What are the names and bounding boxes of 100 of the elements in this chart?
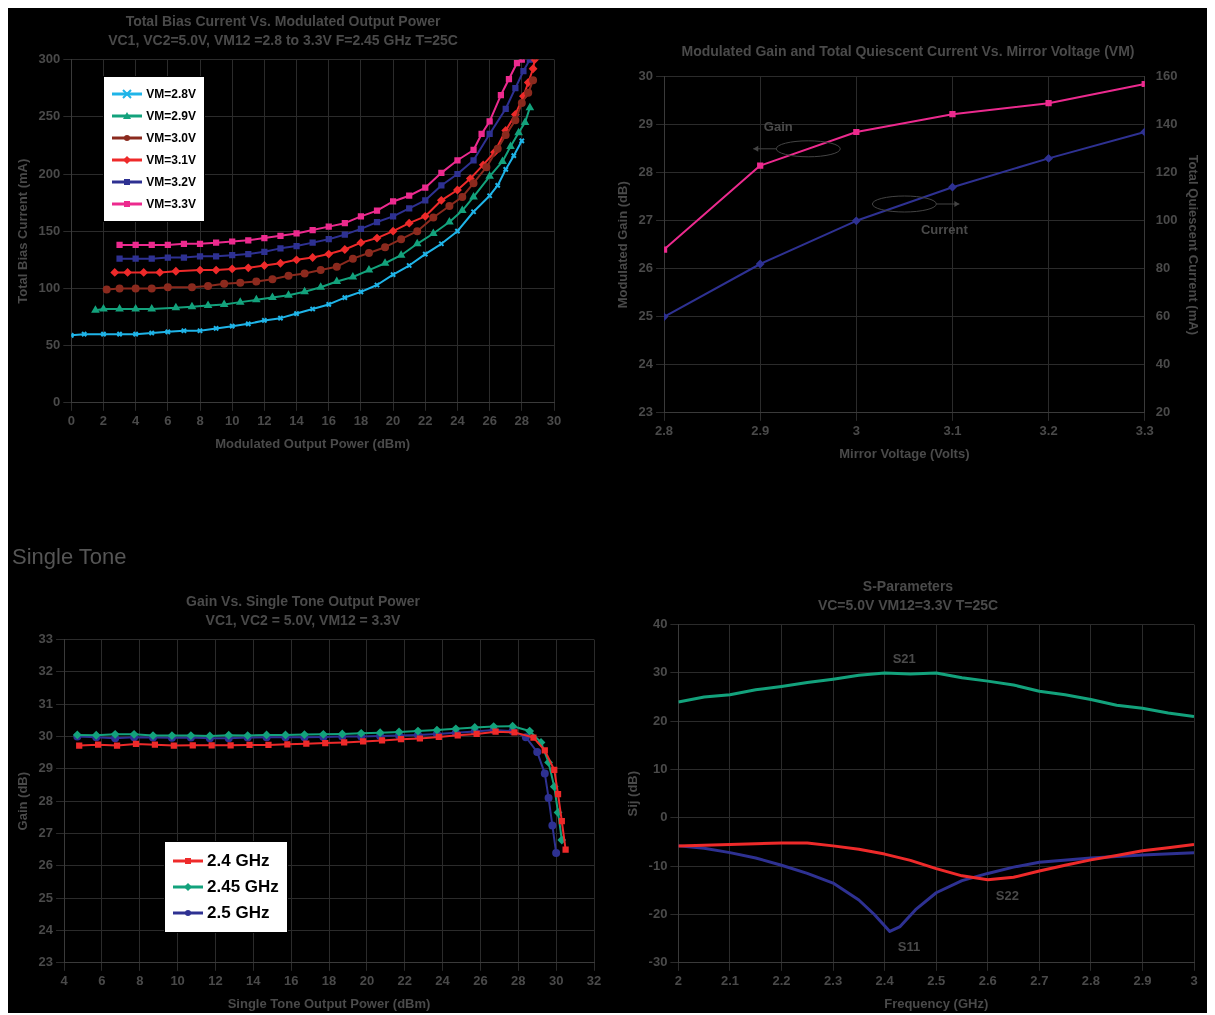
x-tick-label: 20	[385, 413, 401, 429]
y-tick-label: 23	[38, 954, 54, 970]
y2-tick-label: 140	[1155, 116, 1178, 132]
x-tick-label: 2	[99, 413, 108, 429]
x-tick-label: 12	[208, 973, 223, 989]
series-label: Gain	[763, 118, 793, 134]
x-tick-label: 4	[60, 973, 69, 989]
y-tick-label: 26	[38, 857, 54, 873]
chart-subtitle: VC1, VC2 = 5.0V, VM12 = 3.3V	[205, 612, 402, 629]
y-tick-label: 26	[638, 260, 654, 276]
y2-tick-label: 160	[1155, 68, 1178, 84]
y-tick-label: 50	[45, 337, 61, 353]
legend-label: VM=2.9V	[146, 107, 196, 125]
y-tick-label: 33	[38, 631, 54, 647]
y2-axis-title: Total Quiescent Current (mA)	[1185, 154, 1201, 335]
x-tick-label: 10	[170, 973, 185, 989]
x-tick-label: 2.5	[927, 973, 946, 989]
y-tick-label: 30	[652, 664, 668, 680]
y-tick-label: 27	[638, 212, 654, 228]
x-tick-label: 16	[321, 413, 336, 429]
y-tick-label: -30	[648, 954, 668, 970]
x-tick-label: 30	[548, 973, 564, 989]
x-tick-label: 22	[418, 413, 433, 429]
x-tick-label: 24	[435, 973, 451, 989]
x-tick-label: 3.2	[1039, 423, 1058, 439]
y-axis-title: Modulated Gain (dB)	[615, 181, 631, 309]
x-tick-label: 8	[196, 413, 204, 429]
y-tick-label: 29	[38, 760, 54, 776]
chart-subtitle: VC1, VC2=5.0V, VM12 =2.8 to 3.3V F=2.45 GHz T=25C	[108, 32, 458, 49]
chart-title: Modulated Gain and Total Quiescent Current Vs. Mirror Voltage (VM)	[681, 43, 1135, 60]
x-tick-label: 18	[321, 973, 337, 989]
y-tick-label: -10	[648, 857, 668, 873]
x-tick-label: 2.7	[1030, 973, 1049, 989]
x-tick-label: 26	[473, 973, 488, 989]
x-tick-label: 30	[546, 413, 562, 429]
chart-title: Gain Vs. Single Tone Output Power	[186, 593, 421, 610]
y2-tick-label: 80	[1155, 260, 1171, 276]
chart-title: Total Bias Current Vs. Modulated Output Power	[125, 13, 441, 30]
y-tick-label: 25	[638, 308, 654, 324]
x-tick-label: 2.8	[1081, 973, 1100, 989]
x-tick-label: 3	[1190, 973, 1198, 989]
y-tick-label: 200	[38, 165, 61, 181]
y-tick-label: 30	[638, 68, 654, 84]
x-tick-label: 22	[397, 973, 412, 989]
y-tick-label: 28	[38, 792, 54, 808]
y-tick-label: 300	[38, 51, 61, 67]
x-tick-label: 2.9	[1133, 973, 1152, 989]
x-tick-label: 6	[164, 413, 172, 429]
y-tick-label: 40	[652, 616, 668, 632]
x-tick-label: 32	[586, 973, 602, 989]
x-tick-label: 14	[289, 413, 305, 429]
y-tick-label: 24	[638, 356, 654, 372]
y-axis-title: Total Bias Current (mA)	[15, 158, 31, 304]
x-tick-label: 18	[353, 413, 369, 429]
x-axis-title: Modulated Output Power (dBm)	[215, 435, 411, 451]
x-tick-label: 2.1	[720, 973, 739, 989]
y-tick-label: 32	[38, 663, 54, 679]
legend-label: 2.45 GHz	[207, 875, 279, 898]
y-tick-label: 23	[638, 404, 654, 420]
legend-label: VM=2.8V	[146, 85, 196, 103]
x-tick-label: 24	[450, 413, 466, 429]
x-tick-label: 6	[98, 973, 106, 989]
x-tick-label: 0	[67, 413, 75, 429]
y2-tick-label: 120	[1155, 164, 1178, 180]
x-tick-label: 26	[482, 413, 497, 429]
chart-title: S-Parameters	[862, 578, 954, 595]
x-axis-title: Frequency (GHz)	[884, 995, 989, 1011]
series-label: S22	[995, 887, 1019, 903]
y-tick-label: 27	[38, 825, 54, 841]
y-tick-label: 20	[652, 712, 668, 728]
y-tick-label: 29	[638, 116, 654, 132]
y2-tick-label: 100	[1155, 212, 1178, 228]
x-tick-label: 2.9	[751, 423, 770, 439]
x-tick-label: 4	[132, 413, 141, 429]
x-tick-label: 3.1	[943, 423, 962, 439]
legend-label: 2.4 GHz	[207, 849, 270, 872]
series-label: Current	[920, 222, 969, 237]
series-label: S11	[897, 939, 921, 955]
x-tick-label: 2.8	[655, 423, 674, 439]
y-tick-label: -20	[648, 906, 668, 922]
x-tick-label: 3.3	[1135, 423, 1154, 439]
y-tick-label: 100	[38, 279, 61, 295]
y-tick-label: 31	[38, 695, 54, 711]
legend-label: VM=3.0V	[146, 129, 196, 147]
series-label: S21	[892, 650, 916, 666]
x-tick-label: 3	[852, 423, 860, 439]
text: Single Tone	[12, 544, 127, 570]
x-tick-label: 2.2	[772, 973, 791, 989]
x-tick-label: 16	[283, 973, 299, 989]
y-tick-label: 25	[38, 889, 54, 905]
y-tick-label: 0	[53, 394, 61, 410]
y-tick-label: 0	[660, 809, 668, 825]
x-axis-title: Single Tone Output Power (dBm)	[227, 995, 431, 1011]
y2-tick-label: 60	[1155, 308, 1171, 324]
x-tick-label: 14	[246, 973, 262, 989]
legend-label: VM=3.1V	[146, 151, 196, 169]
x-tick-label: 8	[136, 973, 144, 989]
y-tick-label: 30	[38, 728, 54, 744]
y-axis-title: Sij (dB)	[625, 770, 641, 817]
x-tick-label: 28	[514, 413, 530, 429]
